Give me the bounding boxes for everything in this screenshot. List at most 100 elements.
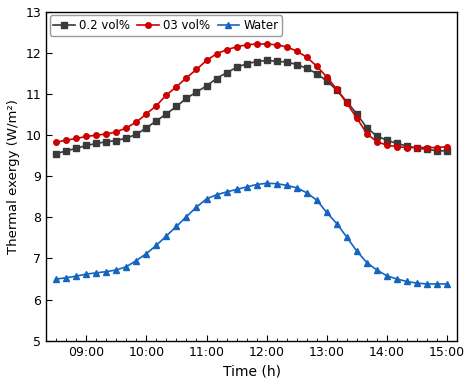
0.2 vol%	[214, 76, 219, 81]
0.2 vol%	[123, 136, 129, 141]
03 vol%	[63, 138, 69, 142]
Water	[174, 224, 179, 229]
Line: 03 vol%: 03 vol%	[53, 41, 450, 150]
0.2 vol%	[254, 59, 259, 64]
03 vol%	[414, 145, 420, 150]
0.2 vol%	[184, 96, 189, 100]
03 vol%	[404, 145, 410, 150]
0.2 vol%	[294, 62, 299, 67]
0.2 vol%	[414, 146, 420, 151]
Water	[53, 277, 59, 281]
0.2 vol%	[63, 149, 69, 153]
Water	[444, 282, 450, 286]
03 vol%	[364, 131, 369, 136]
0.2 vol%	[224, 70, 229, 75]
Water	[104, 269, 109, 274]
Water	[374, 268, 380, 272]
03 vol%	[424, 145, 430, 150]
Water	[414, 281, 420, 285]
03 vol%	[164, 93, 169, 97]
03 vol%	[324, 75, 330, 79]
Water	[114, 268, 119, 272]
Water	[164, 234, 169, 238]
03 vol%	[334, 87, 340, 92]
Water	[364, 260, 369, 265]
Line: Water: Water	[53, 180, 450, 287]
0.2 vol%	[344, 99, 350, 104]
03 vol%	[53, 140, 59, 144]
03 vol%	[314, 64, 320, 69]
03 vol%	[104, 132, 109, 136]
03 vol%	[94, 133, 99, 137]
Water	[193, 205, 199, 209]
0.2 vol%	[164, 112, 169, 116]
Water	[204, 197, 210, 201]
Water	[334, 221, 340, 226]
Water	[404, 279, 410, 284]
0.2 vol%	[264, 58, 270, 63]
03 vol%	[304, 55, 309, 59]
X-axis label: Time (h): Time (h)	[223, 364, 280, 378]
0.2 vol%	[204, 84, 210, 88]
0.2 vol%	[374, 134, 380, 138]
0.2 vol%	[314, 71, 320, 76]
03 vol%	[204, 58, 210, 63]
03 vol%	[394, 144, 400, 149]
0.2 vol%	[384, 138, 390, 142]
Water	[314, 198, 320, 203]
0.2 vol%	[404, 144, 410, 148]
03 vol%	[274, 42, 280, 47]
03 vol%	[83, 134, 89, 139]
Water	[384, 273, 390, 278]
0.2 vol%	[364, 126, 369, 130]
03 vol%	[384, 143, 390, 147]
0.2 vol%	[83, 143, 89, 148]
Water	[63, 275, 69, 280]
Y-axis label: Thermal exergy (W/m²): Thermal exergy (W/m²)	[7, 99, 20, 254]
0.2 vol%	[114, 138, 119, 143]
03 vol%	[144, 112, 149, 116]
Water	[94, 271, 99, 275]
03 vol%	[133, 120, 139, 124]
Water	[344, 235, 350, 239]
0.2 vol%	[154, 119, 159, 123]
0.2 vol%	[284, 60, 289, 64]
0.2 vol%	[193, 90, 199, 94]
0.2 vol%	[304, 66, 309, 70]
0.2 vol%	[144, 126, 149, 130]
Water	[73, 274, 79, 278]
03 vol%	[254, 42, 259, 46]
Water	[354, 249, 359, 253]
0.2 vol%	[444, 149, 450, 153]
0.2 vol%	[234, 65, 239, 70]
Water	[394, 277, 400, 281]
03 vol%	[284, 45, 289, 49]
Line: 0.2 vol%: 0.2 vol%	[53, 58, 450, 156]
Water	[234, 187, 239, 192]
Water	[324, 210, 330, 215]
0.2 vol%	[424, 147, 430, 151]
0.2 vol%	[434, 149, 440, 153]
0.2 vol%	[244, 61, 249, 66]
Water	[434, 282, 440, 286]
Water	[133, 258, 139, 263]
03 vol%	[374, 139, 380, 144]
Water	[83, 272, 89, 276]
Water	[294, 186, 299, 190]
03 vol%	[224, 47, 229, 52]
Water	[274, 181, 280, 186]
Water	[123, 264, 129, 269]
03 vol%	[434, 145, 440, 150]
0.2 vol%	[133, 132, 139, 137]
Water	[214, 192, 219, 197]
Water	[284, 183, 289, 187]
03 vol%	[184, 75, 189, 80]
03 vol%	[344, 101, 350, 105]
03 vol%	[154, 103, 159, 108]
Water	[224, 189, 229, 194]
Water	[254, 182, 259, 187]
03 vol%	[123, 126, 129, 130]
03 vol%	[73, 136, 79, 141]
03 vol%	[174, 84, 179, 89]
03 vol%	[264, 42, 270, 46]
